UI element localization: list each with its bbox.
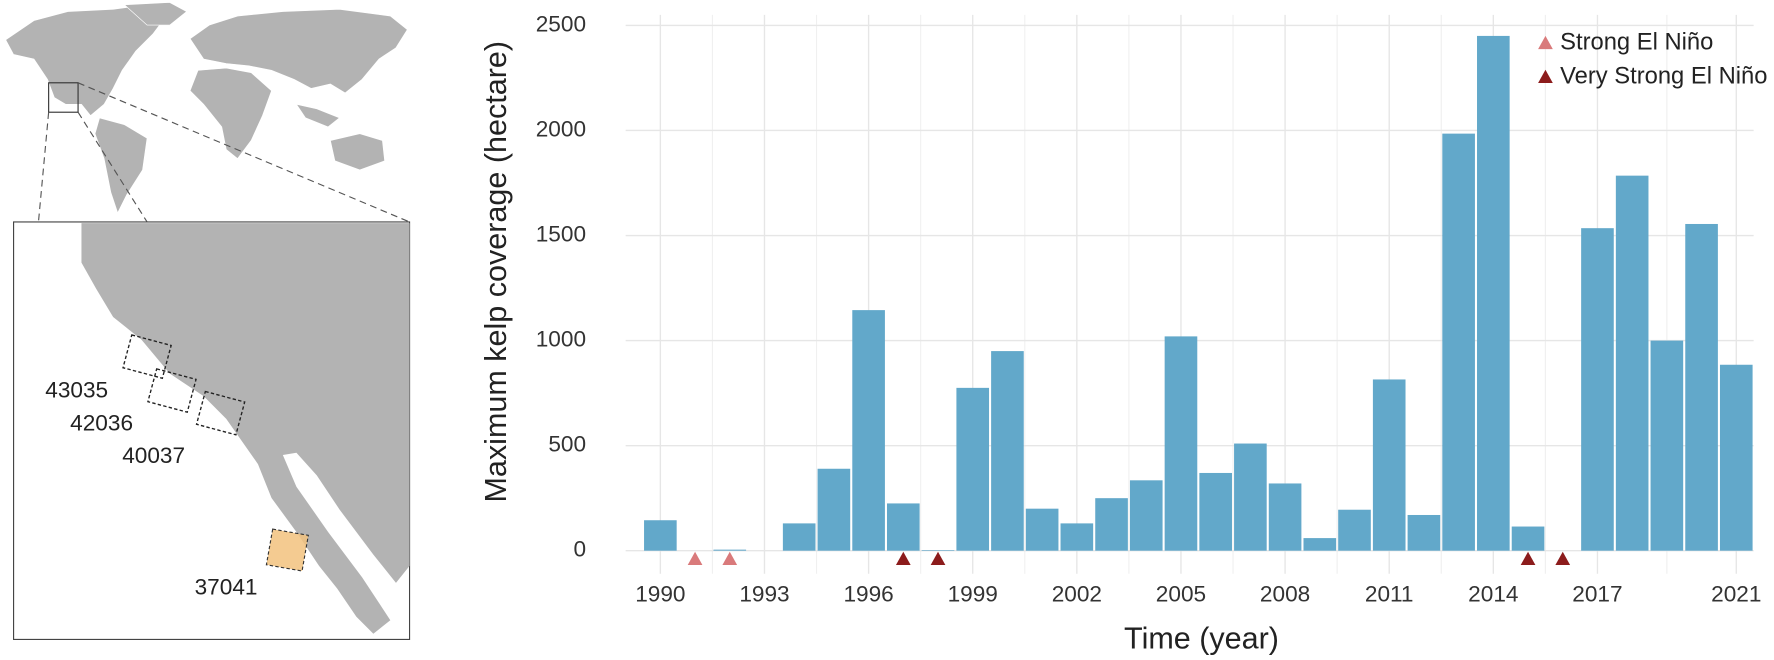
x-tick-label: 2014 xyxy=(1468,581,1518,606)
y-tick-label: 2500 xyxy=(536,11,586,36)
bar xyxy=(1511,526,1545,551)
bar xyxy=(1719,364,1753,551)
y-tick-label: 1500 xyxy=(536,221,586,246)
map-label: 40037 xyxy=(122,443,185,468)
x-tick-label: 1993 xyxy=(739,581,789,606)
y-axis-title: Maximum kelp coverage (hectare) xyxy=(479,41,513,503)
x-tick-label: 2008 xyxy=(1260,581,1310,606)
x-tick-label: 2011 xyxy=(1365,581,1414,606)
bar xyxy=(1477,35,1510,551)
x-axis-title: Time (year) xyxy=(1124,622,1279,656)
x-tick-label: 2002 xyxy=(1052,581,1102,606)
site-boxes xyxy=(122,334,246,436)
map-label: 43035 xyxy=(45,378,108,403)
bar xyxy=(1025,508,1059,551)
world-map xyxy=(5,2,408,214)
bar xyxy=(1199,472,1232,551)
bar xyxy=(1581,228,1614,551)
bar xyxy=(1407,514,1441,551)
legend-label: Very Strong El Niño xyxy=(1560,62,1767,89)
bar xyxy=(1615,175,1649,551)
map-label: 37041 xyxy=(195,574,258,599)
bar xyxy=(886,503,920,551)
site-box-highlight xyxy=(265,528,309,572)
y-tick-label: 500 xyxy=(548,432,586,457)
legend-marker xyxy=(1538,35,1553,50)
bar xyxy=(782,523,816,551)
x-tick-label: 2017 xyxy=(1572,581,1622,606)
bar xyxy=(1442,133,1475,551)
plot: 0 500 1000 1500 2000 2500 1990 1993 1996 1999 2002… xyxy=(536,11,1768,606)
x-tick-label: 1990 xyxy=(635,581,685,606)
map-label: 42036 xyxy=(70,410,133,435)
bar xyxy=(713,549,747,551)
x-tick-label: 2005 xyxy=(1156,581,1206,606)
x-tick-label: 2021 xyxy=(1711,581,1761,606)
event-marker xyxy=(1520,551,1536,565)
bar xyxy=(1372,379,1406,551)
legend-marker xyxy=(1538,69,1553,84)
x-tick-label: 1999 xyxy=(948,581,998,606)
bar xyxy=(1685,223,1718,551)
zoom-lines xyxy=(37,82,410,223)
bar xyxy=(1338,509,1371,551)
inset-land xyxy=(81,223,410,634)
bar xyxy=(1303,538,1337,551)
event-marker xyxy=(930,551,946,565)
bar xyxy=(991,351,1024,551)
event-marker xyxy=(722,551,738,565)
x-tick-label: 1996 xyxy=(843,581,893,606)
bar xyxy=(1129,480,1163,551)
bar xyxy=(852,310,885,551)
event-marker xyxy=(1555,551,1571,565)
y-tick-label: 1000 xyxy=(536,327,586,352)
bar xyxy=(1164,336,1198,551)
y-tick-label: 2000 xyxy=(536,116,586,141)
bar xyxy=(921,550,955,551)
y-tick-label: 0 xyxy=(573,537,586,562)
event-marker xyxy=(687,551,703,565)
bar xyxy=(1095,498,1128,551)
bar xyxy=(1650,340,1684,551)
bar xyxy=(817,468,851,551)
bar xyxy=(1060,523,1094,551)
bar xyxy=(1234,443,1267,551)
bar xyxy=(956,387,990,551)
legend-label: Strong El Niño xyxy=(1560,28,1713,55)
bar xyxy=(644,520,677,551)
event-marker xyxy=(895,551,911,565)
bar xyxy=(1268,483,1302,551)
map-focus-box xyxy=(48,82,79,113)
